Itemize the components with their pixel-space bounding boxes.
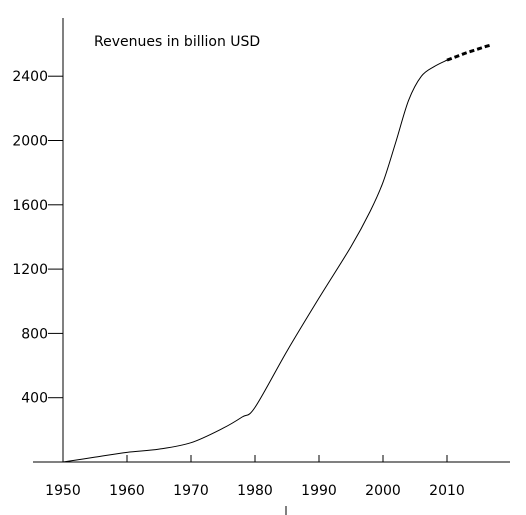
series-layer (62, 43, 493, 463)
x-tick-label: 1960 (109, 483, 145, 499)
x-tick-label: 1950 (45, 483, 81, 499)
x-tick-label: 2010 (429, 483, 465, 499)
revenue-line (62, 59, 448, 463)
x-tick-label: 1980 (237, 483, 273, 499)
y-tick-label: 800 (21, 326, 48, 342)
x-ticks: 1950 1960 1970 1980 1990 2000 2010 (45, 455, 465, 499)
y-tick-label: 1600 (12, 198, 48, 214)
forecast-line (446, 43, 493, 62)
y-tick-label: 2400 (12, 69, 48, 85)
y-tick-label: 400 (21, 391, 48, 407)
x-tick-label: 1990 (301, 483, 337, 499)
y-tick-label: 1200 (12, 262, 48, 278)
x-tick-label: 2000 (365, 483, 401, 499)
x-tick-label: 1970 (173, 483, 209, 499)
y-tick-label: 2000 (12, 134, 48, 150)
chart-title: Revenues in billion USD (94, 34, 260, 50)
y-ticks: 400 800 1200 1600 2000 2400 (12, 69, 63, 407)
